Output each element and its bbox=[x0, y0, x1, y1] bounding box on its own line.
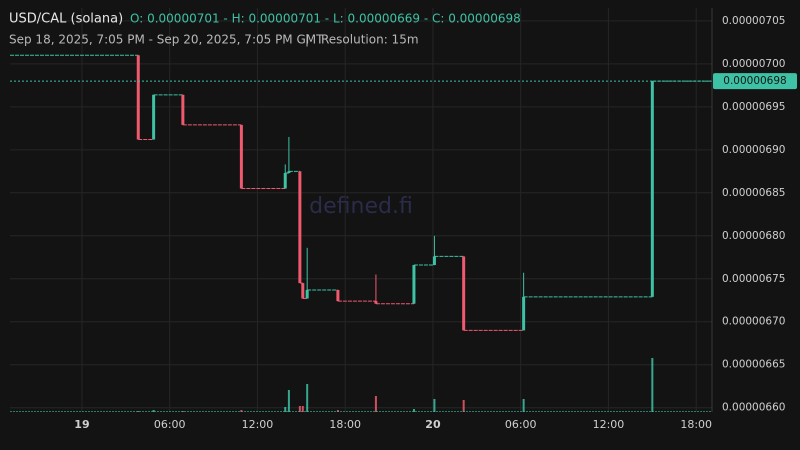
volume-bar bbox=[306, 384, 309, 412]
volume-bar bbox=[287, 390, 290, 412]
volume-bar bbox=[462, 400, 465, 412]
separator: | bbox=[305, 33, 309, 47]
last-price-label: 0.00000698 bbox=[723, 75, 786, 87]
candle-body bbox=[650, 81, 654, 297]
x-tick-label: 20 bbox=[425, 418, 441, 431]
candle-body bbox=[136, 55, 140, 140]
candle-body bbox=[152, 94, 156, 140]
volume-bar bbox=[284, 407, 287, 412]
volume-bar bbox=[137, 411, 140, 412]
ohlc-text: O: 0.00000701 - H: 0.00000701 - L: 0.000… bbox=[130, 12, 521, 26]
candle-body bbox=[432, 256, 436, 266]
candle-body bbox=[305, 289, 309, 299]
x-tick-label: 06:00 bbox=[154, 418, 186, 431]
candle-body bbox=[336, 289, 340, 302]
chart-title: USD/CAL (solana) bbox=[9, 12, 123, 27]
subtitle: Sep 18, 2025, 7:05 PM - Sep 20, 2025, 7:… bbox=[9, 33, 324, 47]
grid bbox=[10, 8, 712, 412]
candle-body bbox=[181, 94, 185, 125]
volume-bar bbox=[522, 399, 525, 412]
volume-bar bbox=[412, 409, 415, 412]
candle-body bbox=[298, 171, 302, 284]
x-tick-label: 18:00 bbox=[329, 418, 361, 431]
volume-bar bbox=[152, 410, 155, 412]
x-tick-label: 18:00 bbox=[680, 418, 712, 431]
y-tick-label: 0.00000700 bbox=[722, 58, 785, 70]
x-tick-label: 06:00 bbox=[505, 418, 537, 431]
candle-body bbox=[239, 124, 243, 189]
y-tick-label: 0.00000665 bbox=[722, 359, 785, 371]
y-tick-label: 0.00000685 bbox=[722, 187, 785, 199]
volume-bar bbox=[433, 399, 436, 412]
y-tick-label: 0.00000670 bbox=[722, 316, 785, 328]
volume-bar bbox=[301, 406, 304, 412]
candle-body bbox=[462, 256, 466, 331]
candle-body bbox=[522, 296, 526, 331]
volume-bar bbox=[651, 358, 654, 412]
candle-body bbox=[287, 171, 291, 174]
y-tick-label: 0.00000695 bbox=[722, 101, 785, 113]
candle-body bbox=[412, 265, 416, 304]
x-tick-label: 12:00 bbox=[242, 418, 274, 431]
volume-bar bbox=[374, 396, 377, 412]
resolution: Resolution: 15m bbox=[321, 33, 419, 47]
volume-bar bbox=[298, 406, 301, 412]
candle-body bbox=[374, 301, 378, 304]
last-price-tag bbox=[713, 73, 797, 90]
candle-body bbox=[301, 283, 305, 299]
candle-body bbox=[283, 173, 287, 189]
x-tick-label: 12:00 bbox=[593, 418, 625, 431]
y-tick-label: 0.00000690 bbox=[722, 144, 785, 156]
y-tick-label: 0.00000680 bbox=[722, 230, 785, 242]
y-tick-label: 0.00000660 bbox=[722, 402, 785, 414]
y-tick-label: 0.00000705 bbox=[722, 15, 785, 27]
y-tick-label: 0.00000675 bbox=[722, 273, 785, 285]
watermark: defined.fi bbox=[309, 194, 413, 219]
x-tick-label: 19 bbox=[74, 418, 89, 431]
plot bbox=[10, 54, 712, 412]
